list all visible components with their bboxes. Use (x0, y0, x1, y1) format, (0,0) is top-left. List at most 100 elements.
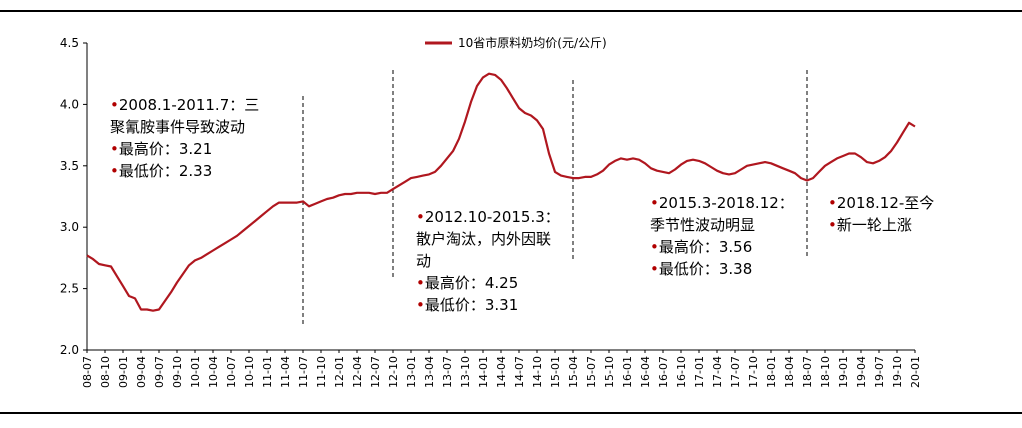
x-tick-label: 17-04 (711, 356, 724, 388)
x-tick-label: 18-01 (765, 356, 778, 388)
annotation-line: 散户淘汰，内外因联 (416, 228, 560, 250)
x-tick-label: 16-10 (675, 356, 688, 388)
x-tick-label: 17-10 (747, 356, 760, 388)
x-axis: 08-07 08-10 09-01 09-04 09-07 09-10 10-01 10-04… (81, 349, 922, 388)
x-tick-label: 19-10 (891, 356, 904, 388)
y-tick-label: 3.0 (60, 220, 79, 234)
annotation-line: •最低价：2.33 (110, 160, 259, 182)
annotation-line: •最高价：3.56 (650, 236, 794, 258)
x-tick-label: 12-04 (351, 356, 364, 388)
x-tick-label: 16-01 (621, 356, 634, 388)
x-tick-label: 14-07 (513, 356, 526, 388)
annotation-text: 散户淘汰，内外因联 (416, 230, 552, 248)
top-rule (0, 10, 1022, 12)
annotation-line: 聚氰胺事件导致波动 (110, 116, 259, 138)
bullet-icon: • (828, 216, 837, 234)
annotation-text: 2018.12-至今 (836, 194, 935, 212)
annotation-line: •2018.12-至今 (828, 192, 934, 214)
annotation-text: 最低价：3.38 (658, 260, 753, 278)
x-tick-label: 12-10 (387, 356, 400, 388)
x-tick-label: 11-01 (261, 356, 274, 388)
bullet-icon: • (416, 296, 425, 314)
x-tick-label: 15-01 (549, 356, 562, 388)
x-tick-label: 13-01 (405, 356, 418, 388)
x-tick-label: 11-04 (279, 356, 292, 388)
bullet-icon: • (416, 274, 425, 292)
x-tick-label: 10-04 (207, 356, 220, 388)
annotation-text: 2008.1-2011.7：三 (118, 96, 260, 114)
annotation-period-3: •2015.3-2018.12： 季节性波动明显 •最高价：3.56 •最低价：3.3… (648, 192, 796, 280)
annotation-line: •最低价：3.38 (650, 258, 794, 280)
annotation-line: 动 (416, 250, 560, 272)
bullet-icon: • (110, 96, 119, 114)
annotation-line: 季节性波动明显 (650, 214, 794, 236)
legend-label: 10省市原料奶均价(元/公斤) (458, 35, 607, 50)
annotation-line: •2015.3-2018.12： (650, 192, 794, 214)
bottom-rule (0, 412, 1022, 414)
bullet-icon: • (416, 208, 425, 226)
annotation-text: 最低价：3.31 (424, 296, 519, 314)
x-tick-label: 11-10 (315, 356, 328, 388)
x-tick-label: 09-01 (117, 356, 130, 388)
x-tick-label: 10-07 (225, 356, 238, 388)
x-tick-label: 14-04 (495, 356, 508, 388)
y-tick-label: 2.0 (60, 343, 79, 357)
annotation-line: •最高价：3.21 (110, 138, 259, 160)
annotation-text: 动 (416, 252, 432, 270)
annotation-line: •新一轮上涨 (828, 214, 934, 236)
bullet-icon: • (650, 260, 659, 278)
x-tick-label: 17-01 (693, 356, 706, 388)
y-axis: 2.0 2.5 3.0 3.5 4.0 4.5 (60, 36, 88, 357)
annotation-text: 新一轮上涨 (836, 216, 912, 234)
x-tick-label: 10-01 (189, 356, 202, 388)
x-tick-label: 17-07 (729, 356, 742, 388)
x-tick-label: 12-01 (333, 356, 346, 388)
x-tick-label: 08-07 (81, 356, 94, 388)
annotation-text: 最高价：4.25 (424, 274, 519, 292)
x-tick-label: 13-04 (423, 356, 436, 388)
x-tick-label: 19-07 (873, 356, 886, 388)
bullet-icon: • (650, 194, 659, 212)
bullet-icon: • (110, 162, 119, 180)
x-tick-label: 18-04 (783, 356, 796, 388)
bullet-icon: • (650, 238, 659, 256)
period-dividers (302, 70, 808, 326)
x-tick-label: 13-10 (459, 356, 472, 388)
x-tick-label: 08-10 (99, 356, 112, 388)
y-tick-label: 4.5 (60, 36, 79, 50)
x-tick-label: 18-07 (801, 356, 814, 388)
annotation-line: •最低价：3.31 (416, 294, 560, 316)
annotation-period-1: •2008.1-2011.7：三 聚氰胺事件导致波动 •最高价：3.21 •最低价：2… (108, 94, 262, 182)
annotation-period-2: •2012.10-2015.3： 散户淘汰，内外因联动 •最高价：4.25 •最低价：… (414, 206, 562, 316)
x-tick-label: 09-07 (153, 356, 166, 388)
x-tick-label: 14-01 (477, 356, 490, 388)
x-tick-label: 12-07 (369, 356, 382, 388)
annotation-text: 季节性波动明显 (650, 216, 756, 234)
bullet-icon: • (110, 140, 119, 158)
annotation-text: 最高价：3.21 (118, 140, 213, 158)
annotation-line: •2008.1-2011.7：三 (110, 94, 259, 116)
x-tick-label: 15-04 (567, 356, 580, 388)
annotation-line: •最高价：4.25 (416, 272, 560, 294)
annotation-text: 最低价：2.33 (118, 162, 213, 180)
y-tick-label: 4.0 (60, 97, 79, 111)
bullet-icon: • (828, 194, 837, 212)
x-tick-label: 10-10 (243, 356, 256, 388)
x-tick-label: 16-04 (639, 356, 652, 388)
x-tick-label: 09-10 (171, 356, 184, 388)
annotation-text: 最高价：3.56 (658, 238, 753, 256)
annotation-text: 2015.3-2018.12： (658, 194, 794, 212)
annotation-text: 聚氰胺事件导致波动 (110, 118, 246, 136)
x-tick-label: 15-10 (603, 356, 616, 388)
y-tick-label: 3.5 (60, 159, 79, 173)
x-tick-label: 16-07 (657, 356, 670, 388)
x-tick-label: 09-04 (135, 356, 148, 388)
x-tick-label: 19-04 (855, 356, 868, 388)
x-tick-label: 14-10 (531, 356, 544, 388)
x-tick-label: 13-07 (441, 356, 454, 388)
series-group (86, 72, 916, 312)
x-tick-label: 19-01 (837, 356, 850, 388)
annotation-period-4: •2018.12-至今 •新一轮上涨 (826, 192, 937, 236)
x-tick-label: 11-07 (297, 356, 310, 388)
